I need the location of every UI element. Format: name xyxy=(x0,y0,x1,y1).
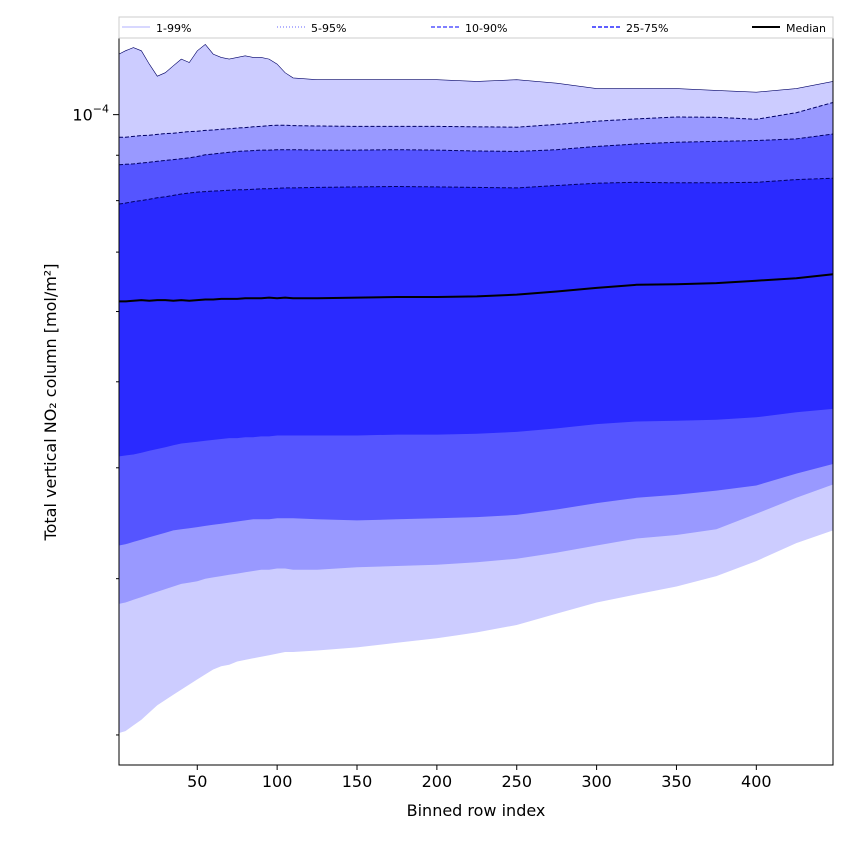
x-tick-label: 300 xyxy=(581,772,612,791)
legend: 1-99% 5-95% 10-90% 25-75% Median xyxy=(118,16,834,39)
legend-label: 1-99% xyxy=(156,22,191,35)
x-tick-label: 50 xyxy=(187,772,207,791)
legend-frame xyxy=(118,16,834,39)
y-axis: 10−4 xyxy=(72,103,119,736)
x-tick-label: 250 xyxy=(501,772,532,791)
x-tick-label: 350 xyxy=(661,772,692,791)
legend-item: 25-75% xyxy=(592,22,668,35)
legend-item: Median xyxy=(752,22,826,35)
legend-label: 25-75% xyxy=(626,22,668,35)
legend-item: 10-90% xyxy=(431,22,507,35)
x-tick-label: 100 xyxy=(262,772,293,791)
legend-item: 5-95% xyxy=(277,22,346,35)
line-layer xyxy=(118,43,834,303)
band-edge-1-99% xyxy=(118,43,834,93)
legend-label: 5-95% xyxy=(311,22,346,35)
median-line xyxy=(119,273,834,303)
y-tick-label: 10−4 xyxy=(72,103,109,125)
legend-label: Median xyxy=(786,22,826,35)
y-axis-label: Total vertical NO₂ column [mol/m²] xyxy=(41,264,60,542)
legend-item: 1-99% xyxy=(122,22,191,35)
band-25-75% xyxy=(119,178,833,457)
x-tick-label: 400 xyxy=(741,772,772,791)
x-tick-label: 150 xyxy=(342,772,373,791)
legend-label: 10-90% xyxy=(465,22,507,35)
band-layer xyxy=(119,44,833,733)
x-axis-label: Binned row index xyxy=(407,801,546,820)
x-axis: 50 100 150 200 250 300 350 400 xyxy=(187,765,772,791)
x-tick-label: 200 xyxy=(422,772,453,791)
